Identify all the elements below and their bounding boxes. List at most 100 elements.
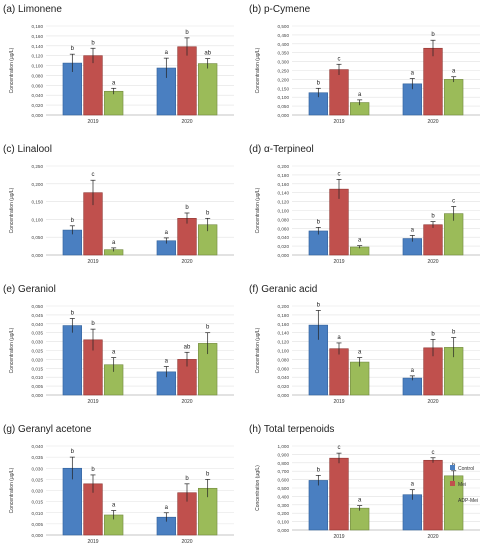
significance-label: a bbox=[165, 505, 169, 511]
significance-label: a bbox=[411, 482, 415, 488]
legend-label: ADP-Mei bbox=[458, 498, 478, 504]
panel-title: (g) Geranyl acetone bbox=[3, 424, 92, 435]
y-tick-label: 0,120 bbox=[32, 54, 44, 59]
y-tick-label: 0,180 bbox=[278, 313, 290, 318]
y-tick-label: 0,015 bbox=[32, 500, 44, 505]
significance-label: b bbox=[431, 32, 435, 38]
y-tick-label: 0,250 bbox=[32, 164, 44, 169]
significance-label: a bbox=[452, 69, 456, 75]
y-tick-label: 0,140 bbox=[278, 331, 290, 336]
significance-label: a bbox=[165, 50, 169, 56]
y-tick-label: 0,020 bbox=[278, 384, 290, 389]
y-tick-label: 0,180 bbox=[278, 173, 290, 178]
y-tick-label: 0,020 bbox=[278, 244, 290, 249]
y-axis-label: Concentration (μg/L) bbox=[9, 467, 15, 513]
bar-control-2019 bbox=[308, 230, 328, 256]
significance-label: b bbox=[185, 476, 189, 482]
significance-label: a bbox=[411, 71, 415, 77]
y-tick-label: 0,040 bbox=[32, 93, 44, 98]
y-tick-label: 0,300 bbox=[278, 503, 290, 508]
y-tick-label: 0,200 bbox=[278, 77, 290, 82]
y-tick-label: 0,000 bbox=[278, 528, 290, 533]
significance-label: a bbox=[112, 350, 116, 356]
bar-control-2020 bbox=[402, 494, 422, 531]
x-tick-label: 2019 bbox=[333, 534, 344, 540]
bar-mei-2020 bbox=[423, 224, 443, 256]
y-tick-label: 0,140 bbox=[32, 44, 44, 49]
significance-label: c bbox=[92, 172, 95, 178]
y-axis-label: Concentration (μg/L) bbox=[9, 327, 15, 373]
significance-label: b bbox=[71, 310, 75, 316]
significance-label: b bbox=[206, 325, 210, 331]
y-tick-label: 0,160 bbox=[32, 34, 44, 39]
y-tick-label: 0,030 bbox=[32, 466, 44, 471]
x-tick-label: 2019 bbox=[87, 259, 98, 265]
chart-panel: (a) Limonene 0,000 0,020 0,040 0,060 0,080 0,1… bbox=[3, 4, 234, 125]
bar-mei-2020 bbox=[177, 218, 197, 256]
y-tick-label: 0,005 bbox=[32, 384, 44, 389]
chart-panel: (b) p-Cymene 0,000 0,050 0,100 0,150 0,200 0,2… bbox=[249, 4, 480, 125]
y-tick-label: 0,350 bbox=[278, 51, 290, 56]
significance-label: a bbox=[358, 350, 362, 356]
x-tick-label: 2020 bbox=[427, 534, 438, 540]
significance-label: c bbox=[452, 198, 455, 204]
y-tick-label: 0,000 bbox=[278, 253, 290, 258]
bar-mei-2020 bbox=[423, 47, 443, 116]
y-tick-label: 0,080 bbox=[278, 217, 290, 222]
significance-label: b bbox=[206, 471, 210, 477]
x-tick-label: 2019 bbox=[333, 119, 344, 125]
y-tick-label: 0,200 bbox=[278, 304, 290, 309]
bar-mei-2019 bbox=[329, 188, 349, 256]
x-tick-label: 2020 bbox=[181, 399, 192, 405]
bar-mei-2019 bbox=[329, 69, 349, 116]
significance-label: a bbox=[112, 80, 116, 86]
y-tick-label: 0,000 bbox=[278, 113, 290, 118]
bar-mei-2020 bbox=[177, 46, 197, 116]
y-tick-label: 0,040 bbox=[278, 235, 290, 240]
y-tick-label: 0,000 bbox=[32, 533, 44, 538]
y-tick-label: 0,800 bbox=[278, 461, 290, 466]
bar-control-2020 bbox=[402, 377, 422, 396]
y-tick-label: 0,100 bbox=[278, 209, 290, 214]
y-tick-label: 0,180 bbox=[32, 24, 44, 29]
y-tick-label: 0,200 bbox=[278, 511, 290, 516]
significance-label: b bbox=[317, 467, 321, 473]
significance-label: b bbox=[206, 210, 210, 216]
significance-label: c bbox=[338, 56, 341, 62]
legend: Control Mei ADP-Mei bbox=[450, 465, 478, 504]
y-tick-label: 0,040 bbox=[278, 375, 290, 380]
y-tick-label: 0,600 bbox=[278, 478, 290, 483]
bar-control-2019 bbox=[62, 325, 82, 396]
y-tick-label: 0,100 bbox=[278, 349, 290, 354]
significance-label: a bbox=[358, 92, 362, 98]
y-tick-label: 0,100 bbox=[278, 95, 290, 100]
y-tick-label: 0,000 bbox=[32, 113, 44, 118]
significance-label: a bbox=[112, 503, 116, 509]
chart-panel: (e) Geraniol 0,000 0,005 0,010 0,015 0,020 0,0… bbox=[3, 284, 234, 405]
y-tick-label: 0,020 bbox=[32, 489, 44, 494]
y-tick-label: 0,010 bbox=[32, 511, 44, 516]
y-tick-label: 0,000 bbox=[32, 393, 44, 398]
x-tick-label: 2020 bbox=[427, 119, 438, 125]
y-tick-label: 0,020 bbox=[32, 103, 44, 108]
y-tick-label: 0,045 bbox=[32, 313, 44, 318]
y-tick-label: 0,120 bbox=[278, 340, 290, 345]
significance-label: a bbox=[165, 230, 169, 236]
x-tick-label: 2019 bbox=[333, 259, 344, 265]
significance-label: b bbox=[317, 80, 321, 86]
significance-label: b bbox=[91, 321, 95, 327]
y-tick-label: 0,500 bbox=[278, 486, 290, 491]
x-tick-label: 2019 bbox=[87, 399, 98, 405]
significance-label: b bbox=[185, 30, 189, 36]
significance-label: b bbox=[71, 218, 75, 224]
x-tick-label: 2019 bbox=[87, 539, 98, 545]
y-tick-label: 0,140 bbox=[278, 191, 290, 196]
significance-label: b bbox=[317, 219, 321, 225]
y-tick-label: 0,160 bbox=[278, 182, 290, 187]
y-tick-label: 0,005 bbox=[32, 522, 44, 527]
y-tick-label: 0,900 bbox=[278, 452, 290, 457]
significance-label: a bbox=[165, 359, 169, 365]
y-tick-label: 0,060 bbox=[278, 226, 290, 231]
significance-label: c bbox=[432, 450, 435, 456]
significance-label: c bbox=[338, 171, 341, 177]
